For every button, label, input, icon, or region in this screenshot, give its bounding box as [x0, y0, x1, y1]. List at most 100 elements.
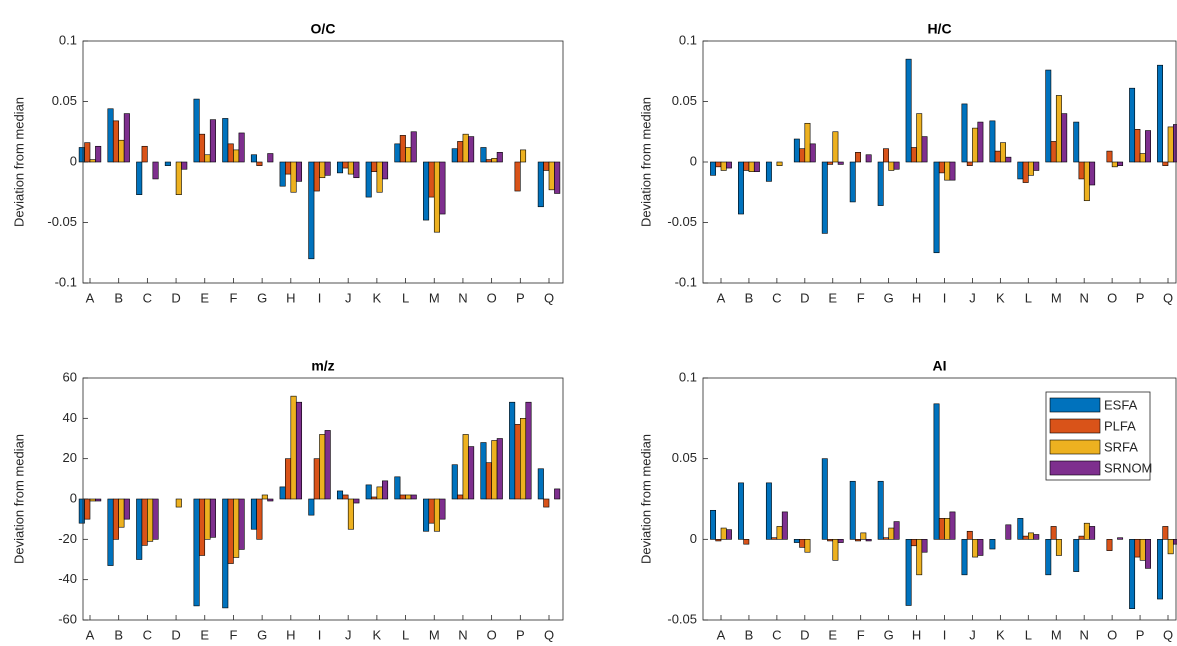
x-tick-label: B [745, 290, 754, 305]
x-tick-label: A [717, 290, 726, 305]
legend-label: SRNOM [1104, 460, 1152, 475]
x-tick-label: Q [1163, 290, 1173, 305]
bar [410, 494, 417, 500]
bar [509, 401, 516, 500]
bar [949, 511, 956, 540]
bar [428, 161, 435, 198]
x-tick-label: P [516, 627, 525, 642]
bar [107, 498, 114, 566]
bar [267, 153, 274, 163]
bar [279, 486, 286, 500]
x-tick-label: F [857, 290, 865, 305]
bar [989, 120, 996, 163]
x-tick-label: N [1079, 627, 1088, 642]
x-tick-label: A [86, 627, 95, 642]
bar [1083, 161, 1090, 202]
x-tick-label: F [229, 290, 237, 305]
chart-title: O/C [311, 21, 336, 37]
bar [720, 527, 727, 540]
bar [972, 539, 979, 558]
x-tick-label: B [114, 290, 123, 305]
bar [423, 161, 430, 221]
bar [382, 161, 389, 180]
bar [462, 434, 469, 500]
bar [382, 480, 389, 500]
bar [371, 161, 378, 172]
bar [261, 494, 268, 500]
bar [84, 142, 91, 163]
bar [977, 539, 984, 556]
x-tick-label: B [745, 627, 754, 642]
x-tick-label: E [200, 627, 209, 642]
bar [295, 161, 303, 182]
bar [256, 161, 263, 166]
x-tick-label: I [943, 627, 947, 642]
bar [938, 161, 945, 174]
y-tick-label: 0.1 [679, 369, 697, 384]
bar [1078, 535, 1085, 540]
bar [227, 143, 234, 163]
bar [1005, 156, 1012, 163]
bar [222, 498, 229, 609]
bar [136, 498, 143, 560]
bar [520, 418, 527, 500]
x-tick-label: A [86, 290, 95, 305]
bar [290, 395, 297, 500]
bar [738, 482, 744, 540]
bar [1106, 150, 1113, 163]
y-tick-label: -0.05 [667, 214, 697, 229]
bar [832, 539, 839, 561]
bar [1111, 161, 1118, 168]
x-tick-label: B [114, 627, 123, 642]
bar [1028, 161, 1034, 176]
bar [209, 498, 216, 538]
x-tick-label: I [943, 290, 947, 305]
bar [112, 120, 119, 163]
bar [175, 161, 182, 195]
bar [799, 539, 806, 548]
bar [193, 498, 200, 607]
bar [1167, 126, 1174, 163]
x-tick-label: L [1025, 290, 1032, 305]
x-tick-label: F [857, 627, 865, 642]
bar [399, 135, 406, 163]
bar [804, 122, 811, 163]
bar [748, 161, 755, 172]
y-axis-label: Deviation from median [11, 434, 26, 564]
x-tick-label: Q [1163, 627, 1173, 642]
x-tick-label: K [996, 290, 1005, 305]
bar [994, 150, 1001, 163]
bar [916, 539, 923, 576]
bar [175, 498, 182, 508]
bar [849, 161, 856, 203]
bar [743, 539, 750, 545]
bar [410, 131, 417, 163]
bar [905, 539, 912, 606]
bar [290, 161, 297, 193]
x-tick-label: I [318, 627, 322, 642]
bar [1117, 161, 1124, 166]
legend-label: PLFA [1104, 418, 1136, 433]
bar [256, 498, 263, 540]
bar [1134, 129, 1141, 163]
x-tick-label: H [286, 290, 295, 305]
bar [554, 488, 561, 500]
bar [1017, 518, 1024, 540]
bar [905, 58, 912, 163]
bar [765, 482, 772, 540]
bar [95, 498, 102, 502]
bar [961, 539, 968, 576]
bar [1022, 535, 1029, 540]
bar [933, 161, 940, 254]
bar [715, 539, 722, 542]
bar [181, 161, 188, 170]
y-tick-label: -20 [58, 531, 77, 546]
bar [893, 161, 900, 170]
x-tick-label: I [318, 290, 322, 305]
bar [468, 446, 475, 500]
bar [198, 498, 206, 556]
bar [514, 161, 521, 192]
bar [371, 496, 378, 500]
bar [123, 498, 130, 520]
